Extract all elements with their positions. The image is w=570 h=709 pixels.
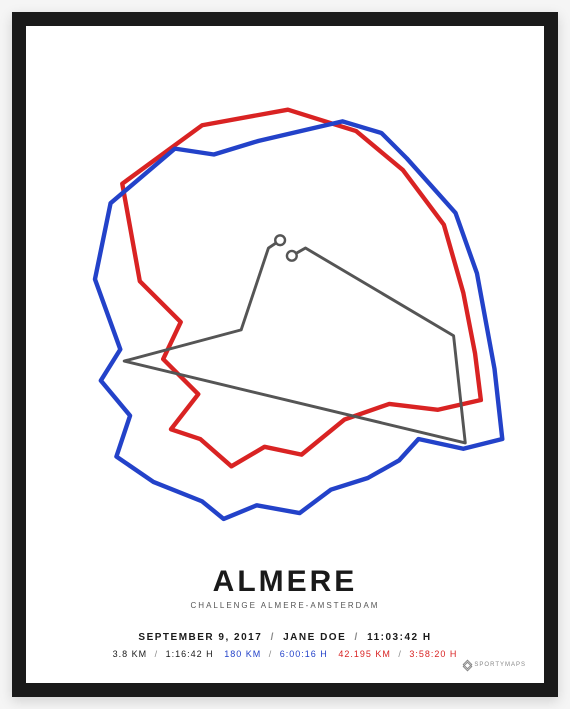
- bike-split: 180 KM / 6:00:16 H: [224, 649, 331, 659]
- poster-surface: ALMERE CHALLENGE ALMERE-AMSTERDAM SEPTEM…: [26, 26, 544, 683]
- date-text: SEPTEMBER 9, 2017: [138, 632, 262, 643]
- total-time: 11:03:42 H: [367, 632, 431, 643]
- brand-text: SPORTYMAPS: [474, 662, 526, 668]
- personal-line: SEPTEMBER 9, 2017 / JANE DOE / 11:03:42 …: [56, 632, 514, 643]
- splits-line: 3.8 KM / 1:16:42 H 180 KM / 6:00:16 H 42…: [56, 649, 514, 659]
- poster-frame: ALMERE CHALLENGE ALMERE-AMSTERDAM SEPTEM…: [12, 12, 558, 697]
- bike-route: [95, 121, 502, 519]
- separator: /: [355, 632, 359, 643]
- run-split: 42.195 KM / 3:58:20 H: [338, 649, 457, 659]
- swim-end-marker: [287, 251, 297, 261]
- city-title: ALMERE: [56, 565, 514, 599]
- swim-start-marker: [275, 235, 285, 245]
- routes-svg: [56, 56, 514, 557]
- separator: /: [271, 632, 275, 643]
- route-map: [56, 56, 514, 557]
- run-route: [122, 110, 481, 467]
- caption-block: ALMERE CHALLENGE ALMERE-AMSTERDAM SEPTEM…: [56, 565, 514, 659]
- swim-route: [124, 240, 465, 443]
- event-subtitle: CHALLENGE ALMERE-AMSTERDAM: [56, 601, 514, 610]
- brand-icon: [463, 661, 471, 669]
- brand-mark: SPORTYMAPS: [463, 661, 526, 669]
- swim-split: 3.8 KM / 1:16:42 H: [113, 649, 218, 659]
- athlete-name: JANE DOE: [283, 632, 346, 643]
